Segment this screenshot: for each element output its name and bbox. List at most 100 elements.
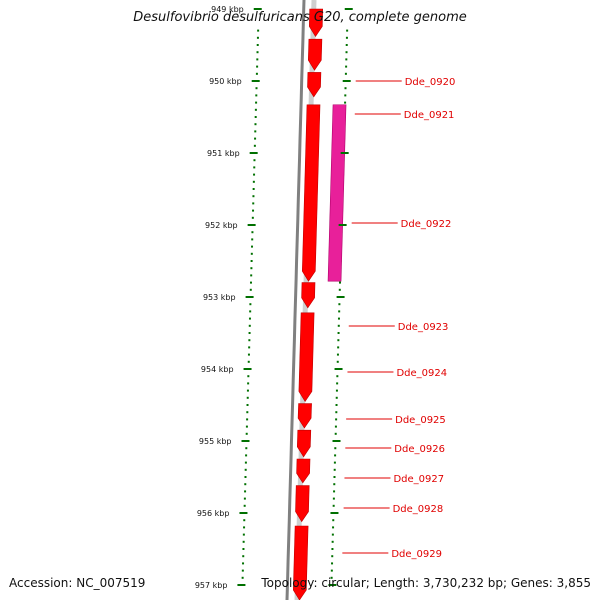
minor-tick	[254, 123, 257, 126]
minor-tick	[337, 317, 340, 320]
minor-tick	[334, 447, 337, 450]
minor-tick	[332, 497, 335, 500]
tick-label: 956 kbp	[197, 509, 230, 518]
major-tick	[342, 80, 351, 82]
minor-tick	[242, 540, 245, 543]
minor-tick	[251, 245, 254, 248]
minor-tick	[250, 274, 253, 277]
minor-tick	[255, 87, 258, 90]
minor-tick	[249, 310, 252, 313]
gene-label[interactable]: Dde_0920	[405, 77, 456, 88]
minor-tick	[245, 447, 248, 450]
minor-tick	[242, 555, 245, 558]
minor-tick	[250, 252, 253, 255]
minor-tick	[257, 29, 260, 32]
minor-tick	[334, 425, 337, 428]
minor-tick	[345, 36, 348, 39]
minor-tick	[252, 180, 255, 183]
major-tick	[241, 440, 250, 442]
minor-tick	[248, 317, 251, 320]
minor-tick	[255, 101, 258, 104]
minor-tick	[249, 281, 252, 284]
minor-tick	[335, 411, 338, 414]
gene-label[interactable]: Dde_0921	[404, 110, 455, 121]
gene-label[interactable]: Dde_0928	[393, 504, 444, 515]
tick-label: 953 kbp	[203, 293, 236, 302]
gene-label[interactable]: Dde_0925	[395, 415, 446, 426]
minor-tick	[243, 526, 246, 529]
minor-tick	[242, 562, 245, 565]
minor-tick	[331, 562, 334, 565]
minor-tick	[244, 461, 247, 464]
minor-tick	[251, 231, 254, 234]
gene-label[interactable]: Dde_0922	[401, 219, 452, 230]
minor-tick	[253, 144, 256, 147]
minor-tick	[249, 303, 252, 306]
minor-tick	[345, 65, 348, 68]
minor-tick	[246, 404, 249, 406]
accession-text: Accession: NC_007519	[9, 576, 146, 590]
minor-tick	[253, 166, 256, 169]
major-tick	[334, 368, 343, 370]
minor-tick	[247, 382, 250, 385]
gene-label[interactable]: Dde_0924	[396, 368, 447, 379]
gene-arrow	[308, 8, 324, 37]
major-tick	[249, 152, 258, 154]
major-tick	[338, 224, 347, 226]
minor-tick	[246, 389, 249, 392]
major-tick	[253, 8, 262, 10]
minor-tick	[335, 396, 338, 399]
gene-label[interactable]: Dde_0927	[393, 474, 444, 485]
minor-tick	[336, 375, 339, 378]
minor-tick	[248, 324, 251, 327]
major-tick	[243, 368, 252, 370]
minor-tick	[344, 101, 347, 104]
minor-tick	[248, 346, 251, 349]
tick-label: 957 kbp	[195, 581, 228, 590]
highlight-feature	[327, 104, 347, 282]
major-tick	[344, 8, 353, 10]
tick-label: 950 kbp	[209, 77, 242, 86]
minor-tick	[242, 533, 245, 536]
tick-label: 954 kbp	[201, 365, 234, 374]
minor-tick	[256, 44, 259, 46]
gene-label[interactable]: Dde_0929	[391, 549, 442, 560]
minor-tick	[247, 353, 250, 356]
minor-tick	[249, 288, 252, 291]
minor-tick	[255, 94, 258, 97]
minor-tick	[254, 130, 257, 133]
minor-tick	[332, 504, 335, 507]
gene-label[interactable]: Dde_0926	[394, 444, 445, 455]
gene-arrow	[307, 38, 323, 71]
major-tick	[332, 440, 341, 442]
major-tick	[237, 584, 246, 586]
minor-tick	[251, 216, 254, 219]
minor-tick	[331, 555, 334, 558]
minor-tick	[345, 44, 348, 46]
minor-tick	[243, 504, 246, 507]
minor-tick	[333, 490, 336, 493]
minor-tick	[246, 396, 249, 399]
minor-tick	[242, 548, 245, 550]
minor-tick	[243, 519, 246, 522]
backbone-line	[285, 0, 306, 600]
minor-tick	[253, 173, 256, 176]
minor-tick	[337, 339, 340, 342]
minor-tick	[332, 519, 335, 522]
minor-tick	[334, 432, 337, 435]
minor-tick	[333, 468, 336, 471]
minor-tick	[344, 94, 347, 97]
minor-tick	[335, 404, 338, 406]
minor-tick	[253, 159, 256, 162]
minor-tick	[245, 425, 248, 428]
minor-tick	[337, 324, 340, 327]
gene-label[interactable]: Dde_0923	[398, 322, 449, 333]
minor-tick	[243, 497, 246, 500]
tick-label: 955 kbp	[199, 437, 232, 446]
minor-tick	[336, 382, 339, 385]
major-tick	[340, 152, 349, 154]
major-tick	[251, 80, 260, 82]
minor-tick	[338, 288, 341, 291]
minor-tick	[246, 411, 249, 414]
genome-title: Desulfovibrio desulfuricans G20, complet…	[133, 10, 467, 25]
